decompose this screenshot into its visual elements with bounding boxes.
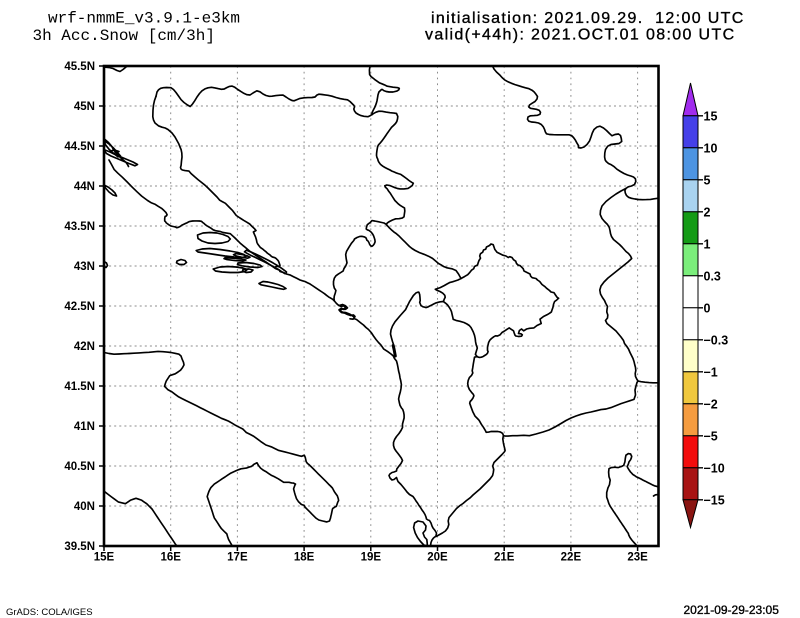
svg-text:21E: 21E bbox=[494, 552, 515, 564]
svg-text:15E: 15E bbox=[94, 552, 115, 564]
svg-text:0: 0 bbox=[704, 301, 711, 315]
svg-text:initialisation: 2021.09.29. 1: initialisation: 2021.09.29. 12:00 UTC bbox=[431, 10, 745, 27]
svg-text:42N: 42N bbox=[74, 341, 95, 353]
svg-text:2: 2 bbox=[704, 205, 711, 219]
svg-text:GrADS: COLA/IGES: GrADS: COLA/IGES bbox=[6, 607, 93, 618]
svg-text:−15: −15 bbox=[704, 493, 725, 507]
svg-text:0.3: 0.3 bbox=[704, 269, 721, 283]
svg-text:16E: 16E bbox=[160, 552, 181, 564]
svg-text:−5: −5 bbox=[704, 429, 718, 443]
svg-text:40N: 40N bbox=[74, 501, 95, 513]
svg-text:43.5N: 43.5N bbox=[64, 221, 95, 233]
svg-text:41.5N: 41.5N bbox=[64, 381, 95, 393]
svg-text:2021-09-29-23:05: 2021-09-29-23:05 bbox=[684, 603, 780, 617]
svg-text:15: 15 bbox=[704, 109, 718, 123]
svg-text:3h Acc.Snow [cm/3h]: 3h Acc.Snow [cm/3h] bbox=[33, 27, 215, 45]
svg-text:22E: 22E bbox=[561, 552, 582, 564]
svg-text:45N: 45N bbox=[74, 101, 95, 113]
svg-text:39.5N: 39.5N bbox=[64, 541, 95, 553]
svg-text:17E: 17E bbox=[227, 552, 248, 564]
svg-text:44.5N: 44.5N bbox=[64, 141, 95, 153]
svg-text:42.5N: 42.5N bbox=[64, 301, 95, 313]
svg-text:10: 10 bbox=[704, 141, 718, 155]
svg-text:20E: 20E bbox=[427, 552, 448, 564]
svg-text:18E: 18E bbox=[294, 552, 315, 564]
svg-text:5: 5 bbox=[704, 173, 711, 187]
svg-text:19E: 19E bbox=[361, 552, 382, 564]
svg-text:44N: 44N bbox=[74, 181, 95, 193]
svg-text:43N: 43N bbox=[74, 261, 95, 273]
svg-text:valid(+44h): 2021.OCT.01 08:00: valid(+44h): 2021.OCT.01 08:00 UTC bbox=[425, 27, 736, 44]
svg-text:1: 1 bbox=[704, 237, 711, 251]
svg-text:41N: 41N bbox=[74, 421, 95, 433]
svg-text:40.5N: 40.5N bbox=[64, 461, 95, 473]
svg-text:−1: −1 bbox=[704, 365, 718, 379]
svg-text:45.5N: 45.5N bbox=[64, 61, 95, 73]
svg-text:−2: −2 bbox=[704, 397, 718, 411]
svg-text:wrf-nmmE_v3.9.1-e3km: wrf-nmmE_v3.9.1-e3km bbox=[48, 10, 240, 28]
svg-text:−10: −10 bbox=[704, 461, 725, 475]
svg-text:23E: 23E bbox=[627, 552, 648, 564]
svg-text:−0.3: −0.3 bbox=[704, 333, 729, 347]
